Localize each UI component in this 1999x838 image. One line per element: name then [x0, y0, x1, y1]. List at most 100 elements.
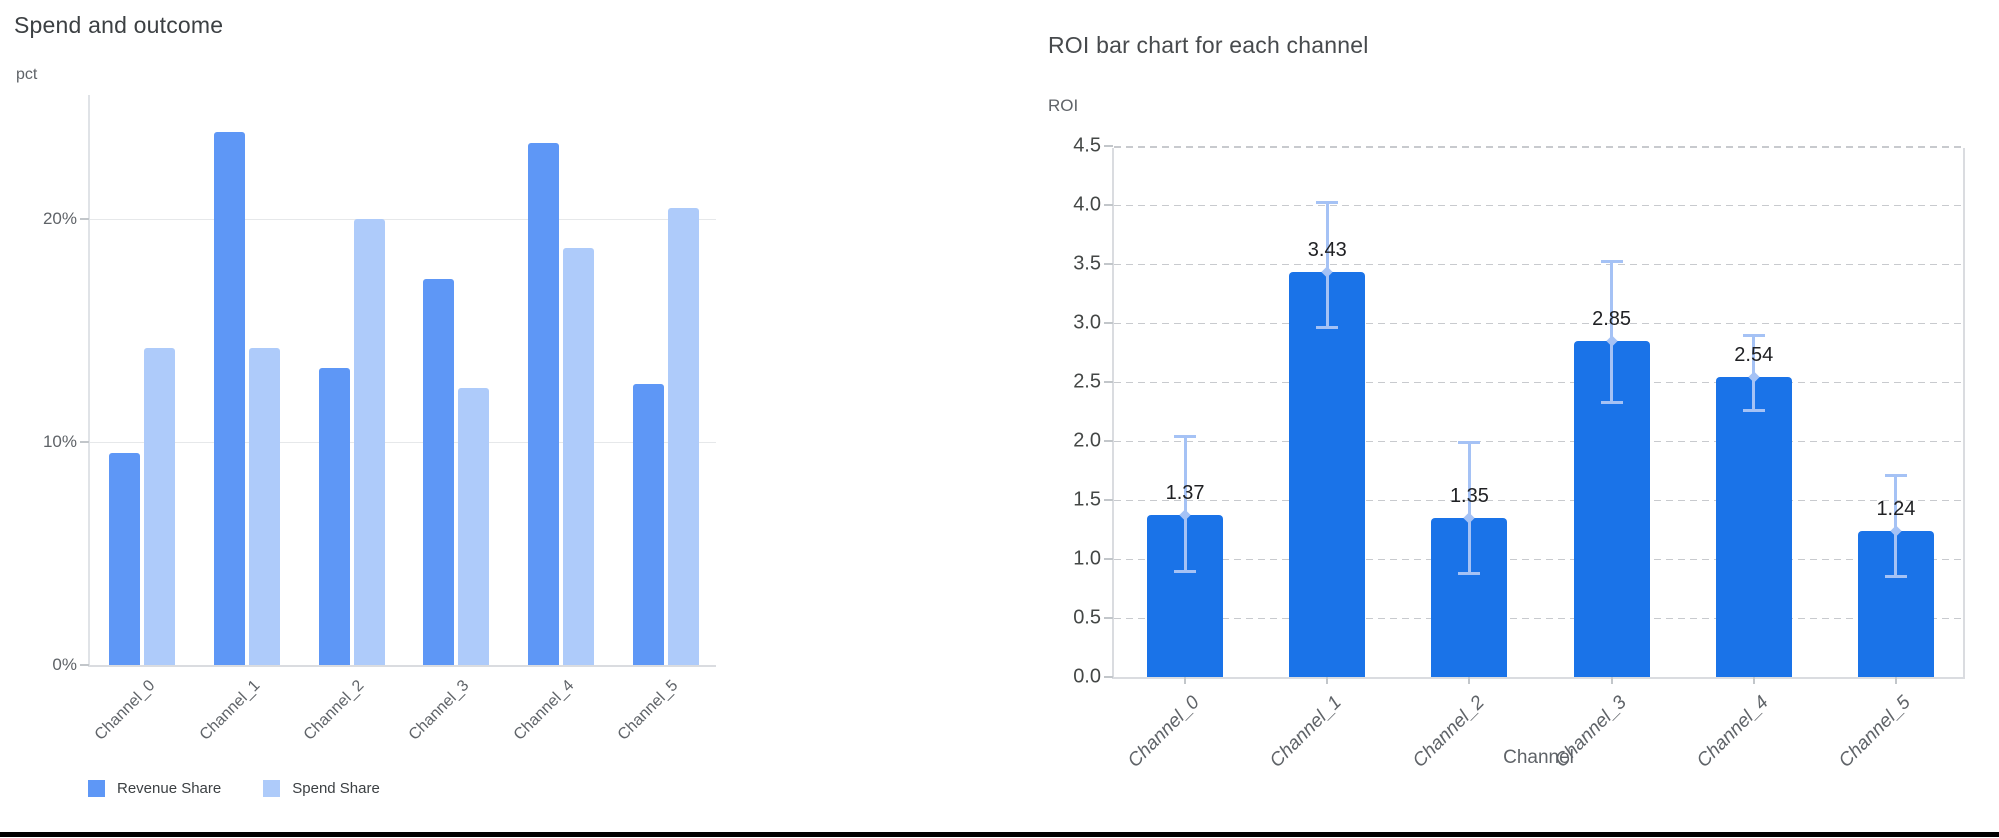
- left-y-axis-title: pct: [16, 66, 38, 83]
- bar-revenue-share-channel-5[interactable]: [632, 384, 664, 665]
- y-tick-label: 2.5: [1073, 370, 1101, 393]
- error-bar-cap-top: [1600, 260, 1623, 264]
- y-tick: [1104, 499, 1113, 501]
- y-tick-label: 1.0: [1073, 547, 1101, 570]
- x-tick: [1326, 677, 1329, 684]
- x-tick-label-channel-3: Channel_3: [405, 677, 473, 744]
- bar-revenue-share-channel-1[interactable]: [214, 132, 245, 665]
- bar-roi-channel-4[interactable]: [1715, 377, 1792, 677]
- x-tick: [1184, 677, 1187, 684]
- bar-value-label: 2.85: [1592, 307, 1632, 330]
- bar-spend-share-channel-1[interactable]: [249, 348, 280, 665]
- gridline: [1114, 263, 1963, 265]
- y-tick-label: 3.5: [1073, 252, 1101, 275]
- y-tick-label: 4.5: [1073, 134, 1101, 157]
- bar-value-label: 1.37: [1165, 482, 1205, 505]
- x-tick-label-channel-0: Channel_0: [91, 677, 159, 744]
- error-bar-cap-bottom: [1174, 570, 1197, 574]
- window-bottom-edge: [0, 832, 1999, 837]
- right-chart-title: ROI bar chart for each channel: [1048, 32, 1369, 58]
- error-bar-cap-top: [1742, 334, 1765, 338]
- y-tick: [1104, 381, 1113, 383]
- y-tick-label: 4.0: [1073, 193, 1101, 216]
- x-tick: [1468, 677, 1471, 684]
- y-tick: [1104, 676, 1113, 678]
- roi-plot: 0.0 0.5 1.0 1.5 2.0 2.5 3.0 3.5 4.0 4.5 Channel_0 C…: [1073, 135, 1965, 772]
- gridline: [1114, 440, 1963, 442]
- error-bar-cap-top: [1884, 473, 1907, 477]
- left-chart-title: Spend and outcome: [14, 12, 224, 38]
- legend-item-spend-share[interactable]: Spend Share: [263, 780, 380, 797]
- y-tick: [1104, 204, 1113, 206]
- error-bar-cap-bottom: [1884, 575, 1907, 579]
- legend-label: Spend Share: [292, 780, 380, 797]
- gridline: [90, 441, 716, 443]
- gridline: [1114, 204, 1963, 206]
- x-tick-label-channel-5: Channel_5: [614, 677, 682, 744]
- x-tick: [1752, 677, 1755, 684]
- bar-spend-share-channel-0[interactable]: [144, 348, 176, 665]
- bar-value-label: 3.43: [1307, 239, 1347, 262]
- chart-legend: Revenue Share Spend Share: [88, 780, 380, 797]
- x-tick: [1610, 677, 1613, 684]
- y-tick: [1104, 617, 1113, 619]
- spend-outcome-plot: 0% 10% 20% Channel_0 Channel_1 Channel_2 Chann…: [43, 95, 716, 744]
- y-tick: [1104, 145, 1113, 147]
- x-tick-label-channel-2: Channel_2: [300, 677, 368, 744]
- x-tick: [1894, 677, 1897, 684]
- gridline: [90, 218, 716, 220]
- error-bar-cap-bottom: [1742, 408, 1765, 412]
- y-tick: [80, 441, 89, 443]
- bar-value-label: 1.24: [1876, 497, 1916, 520]
- gridline: [1114, 617, 1963, 619]
- bar-revenue-share-channel-4[interactable]: [528, 143, 559, 665]
- gridline: [1114, 322, 1963, 324]
- legend-item-revenue-share[interactable]: Revenue Share: [88, 780, 221, 797]
- error-bar-cap-top: [1316, 201, 1339, 205]
- y-tick: [80, 664, 89, 666]
- y-tick-label: 20%: [42, 209, 77, 228]
- bar-spend-share-channel-4[interactable]: [563, 248, 594, 665]
- y-tick-label: 0.0: [1073, 665, 1101, 688]
- x-tick-label-channel-1: Channel_1: [196, 677, 264, 744]
- error-bar-cap-top: [1458, 440, 1481, 444]
- bar-revenue-share-channel-2[interactable]: [318, 368, 350, 665]
- error-bar-cap-top: [1174, 434, 1197, 438]
- error-bar-line: [1183, 436, 1187, 572]
- error-bar-cap-bottom: [1316, 326, 1339, 330]
- error-bar-line: [1610, 261, 1614, 403]
- y-tick: [80, 218, 89, 220]
- bar-spend-share-channel-2[interactable]: [353, 219, 385, 665]
- error-bar-cap-bottom: [1458, 571, 1481, 575]
- gridline: [1114, 381, 1963, 383]
- y-tick-label: 1.5: [1073, 488, 1101, 511]
- bar-value-label: 2.54: [1734, 344, 1774, 367]
- y-tick: [1104, 440, 1113, 442]
- bar-value-label: 1.35: [1449, 484, 1489, 507]
- legend-swatch-spend-share: [263, 780, 281, 797]
- y-tick-label: 10%: [42, 432, 77, 451]
- y-tick-label: 0.5: [1073, 606, 1101, 629]
- y-tick-label: 0%: [52, 655, 77, 674]
- y-tick: [1104, 322, 1113, 324]
- right-y-axis-title: ROI: [1048, 96, 1079, 115]
- error-bar-cap-bottom: [1600, 400, 1623, 404]
- bar-revenue-share-channel-0[interactable]: [109, 453, 141, 665]
- gridline: [1114, 146, 1963, 148]
- bar-spend-share-channel-3[interactable]: [458, 388, 490, 665]
- error-bar-line: [1325, 202, 1329, 328]
- gridline: [1114, 558, 1963, 560]
- gridline: [1114, 499, 1963, 501]
- y-tick: [1104, 263, 1113, 265]
- bar-revenue-share-channel-3[interactable]: [423, 279, 455, 665]
- legend-label: Revenue Share: [117, 780, 222, 797]
- y-tick-label: 3.0: [1073, 311, 1101, 334]
- y-tick: [1104, 558, 1113, 560]
- bar-roi-channel-1[interactable]: [1289, 272, 1366, 677]
- x-tick-label-channel-4: Channel_4: [510, 677, 578, 744]
- right-x-axis-title: Channel: [1503, 747, 1574, 768]
- error-bar-line: [1467, 442, 1471, 574]
- y-tick-label: 2.0: [1073, 429, 1101, 452]
- bar-spend-share-channel-5[interactable]: [667, 207, 699, 665]
